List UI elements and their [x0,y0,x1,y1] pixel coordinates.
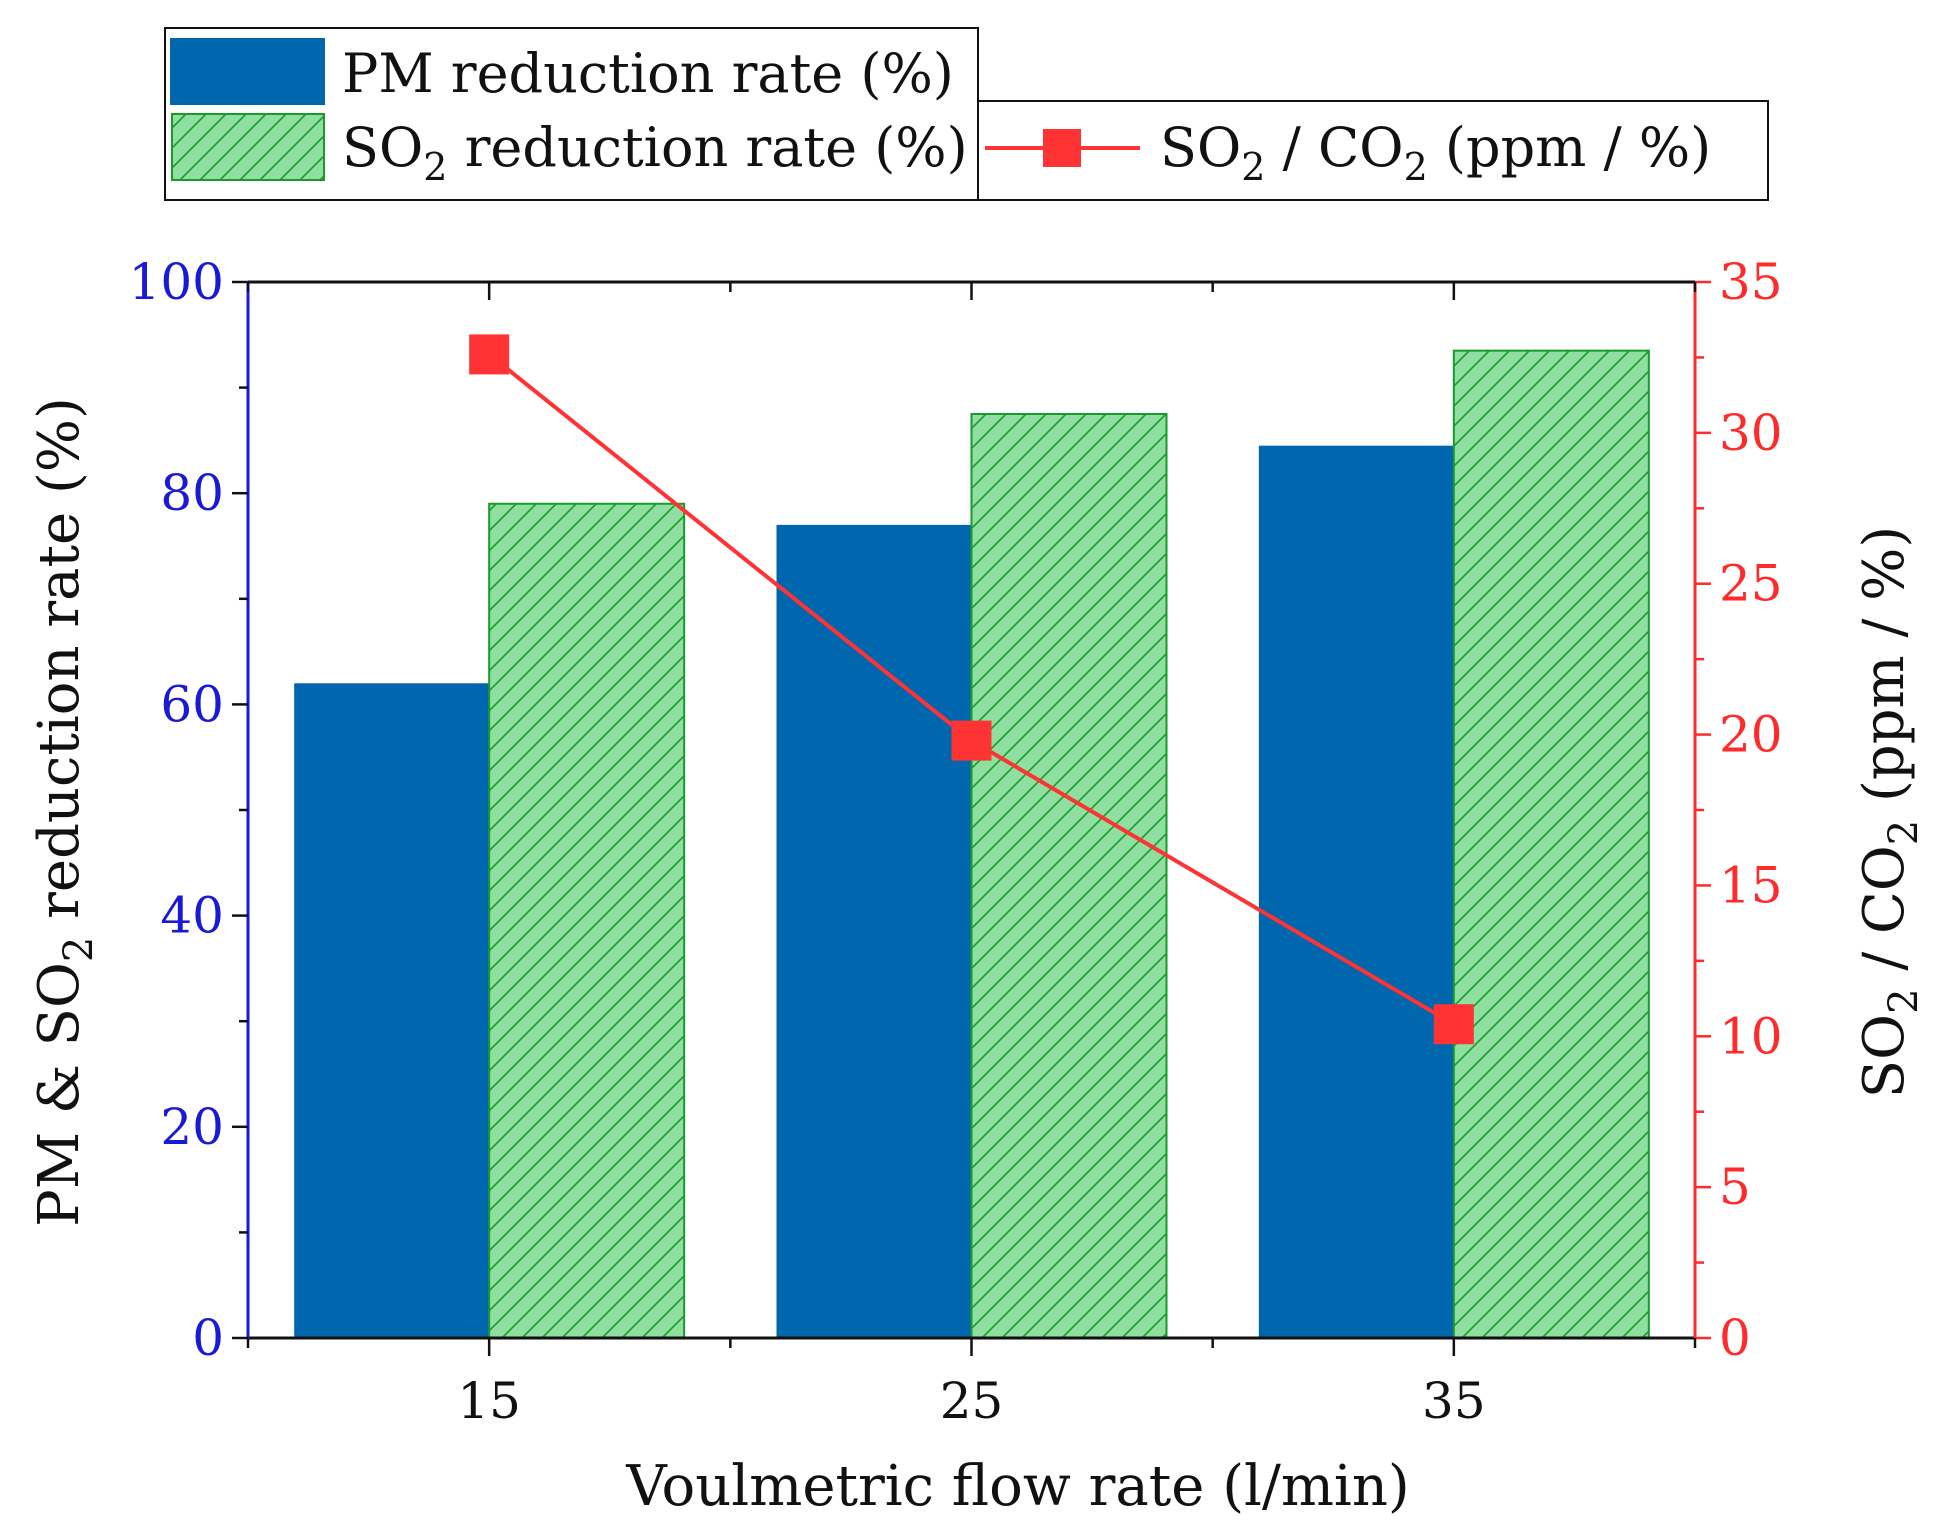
y-right-tick-label: 15 [1719,856,1783,914]
y-left-tick-label: 40 [160,887,224,945]
legend-box-right [977,100,1769,201]
legend: PM reduction rate (%) SO2 reduction rate… [164,27,1769,201]
bar-pm-15 [294,683,490,1338]
y-right-tick-label: 10 [1719,1007,1783,1065]
legend-label-so2co2: SO2 / CO2 (ppm / %) [1160,116,1711,189]
legend-marker-so2co2 [1043,129,1081,167]
y-right-tick-label: 5 [1719,1158,1751,1216]
y-right-tick-label: 20 [1719,706,1783,764]
bar-so2-35 [1452,349,1650,1339]
y-axis-title-left: PM & SO2 reduction rate (%) [27,397,102,1227]
y-left-tick-label: 100 [129,253,224,311]
y-left-tick-label: 80 [160,464,224,522]
bar-pm-25 [776,524,972,1338]
bar-pm-35 [1258,445,1454,1338]
legend-label-pm: PM reduction rate (%) [342,42,954,105]
x-tick-label: 25 [940,1372,1004,1430]
axes-layer: 0 20 40 60 80 100 0 5 10 15 20 25 30 35 15 25 35 [129,253,1783,1430]
marker-so2-co2-25 [951,720,992,761]
y-axis-title-right: SO2 / CO2 (ppm / %) [1852,526,1927,1098]
y-right-tick-label: 30 [1719,404,1783,462]
legend-label-so2: SO2 reduction rate (%) [342,116,968,189]
line-layer [469,334,1474,1045]
marker-so2-co2-35 [1433,1004,1474,1045]
y-right-tick-label: 35 [1719,253,1783,311]
bar-so2-25 [970,413,1168,1339]
marker-so2-co2-15 [469,334,510,375]
bar-so2-15 [488,502,686,1339]
legend-swatch-so2 [171,113,325,181]
y-right-tick-label: 25 [1719,555,1783,613]
y-left-tick-label: 0 [192,1309,224,1367]
y-left-tick-label: 20 [160,1098,224,1156]
bars-layer [294,349,1650,1339]
x-tick-label: 15 [457,1372,521,1430]
x-tick-label: 35 [1422,1372,1486,1430]
y-left-tick-label: 60 [160,675,224,733]
x-axis-title: Voulmetric flow rate (l/min) [625,1454,1410,1519]
y-right-tick-label: 0 [1719,1309,1751,1367]
legend-swatch-pm [170,38,325,105]
